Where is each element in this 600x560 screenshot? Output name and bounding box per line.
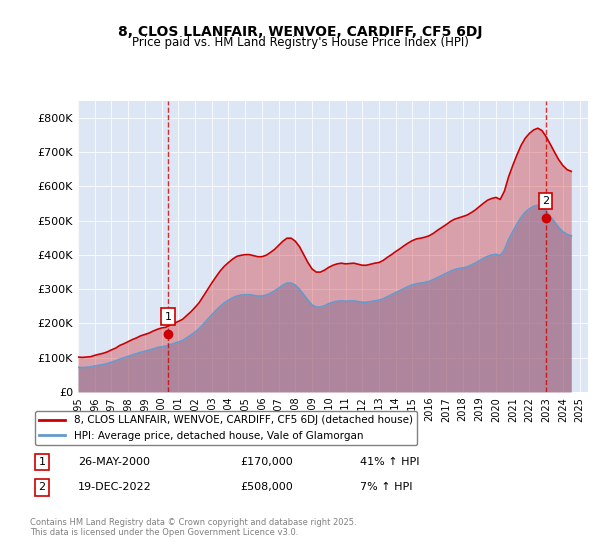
Text: Contains HM Land Registry data © Crown copyright and database right 2025.
This d: Contains HM Land Registry data © Crown c… [30,518,356,538]
Text: 1: 1 [38,457,46,467]
Text: 2: 2 [38,482,46,492]
Text: 8, CLOS LLANFAIR, WENVOE, CARDIFF, CF5 6DJ: 8, CLOS LLANFAIR, WENVOE, CARDIFF, CF5 6… [118,25,482,39]
Text: £508,000: £508,000 [240,482,293,492]
Text: 41% ↑ HPI: 41% ↑ HPI [360,457,419,467]
Text: 7% ↑ HPI: 7% ↑ HPI [360,482,413,492]
Text: 19-DEC-2022: 19-DEC-2022 [78,482,152,492]
Text: 1: 1 [165,311,172,321]
Text: 2: 2 [542,196,549,206]
Text: £170,000: £170,000 [240,457,293,467]
Text: Price paid vs. HM Land Registry's House Price Index (HPI): Price paid vs. HM Land Registry's House … [131,36,469,49]
Text: 26-MAY-2000: 26-MAY-2000 [78,457,150,467]
Legend: 8, CLOS LLANFAIR, WENVOE, CARDIFF, CF5 6DJ (detached house), HPI: Average price,: 8, CLOS LLANFAIR, WENVOE, CARDIFF, CF5 6… [35,411,417,445]
